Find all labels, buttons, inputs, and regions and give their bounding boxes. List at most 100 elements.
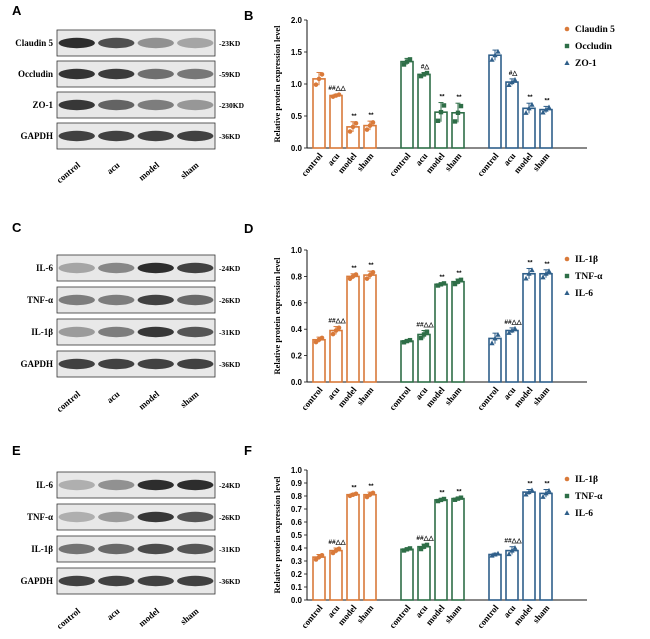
significance-label: **	[456, 94, 462, 101]
lane-label: sham	[178, 606, 201, 627]
bar	[522, 491, 536, 601]
series-group: control#△acu**model**sham	[475, 48, 553, 178]
legend-entry: TNF-α	[564, 492, 603, 502]
blot-band	[177, 262, 214, 274]
data-point	[455, 279, 461, 284]
data-point	[401, 340, 407, 345]
data-point	[564, 493, 570, 499]
data-point	[458, 277, 464, 283]
blot-row: TNF-α -26KD	[27, 503, 241, 531]
chart-panel-B: B 0.0 0.5 1.0 1.5 2.0 Relative protein express…	[244, 8, 615, 178]
x-tick-label: sham	[355, 384, 376, 407]
y-tick-label: 0.6	[291, 299, 303, 308]
panel-label: C	[12, 220, 22, 235]
y-axis-label: Relative protein expression level	[272, 257, 282, 375]
blot-band	[177, 130, 214, 142]
blot-row: IL-1β -31KD	[31, 318, 241, 346]
significance-label: ##△△	[416, 535, 434, 542]
data-point	[421, 72, 427, 77]
x-tick-label: control	[475, 384, 501, 412]
bar	[434, 283, 448, 383]
blot-band	[137, 37, 174, 49]
blot-panel-C: C IL-6 -24KD TNF-α -26KD IL-1β -31KD GAPDH -36KD…	[12, 220, 241, 414]
bar	[400, 548, 414, 601]
data-point	[495, 48, 501, 54]
blot-row: Claudin 5 -23KD	[15, 29, 241, 57]
data-point	[540, 274, 546, 280]
data-point	[364, 276, 370, 281]
blot-band	[58, 37, 95, 49]
data-point	[367, 123, 373, 128]
legend-entry: IL-6	[564, 289, 593, 299]
data-point	[319, 72, 325, 77]
data-point	[529, 101, 535, 107]
data-point	[512, 325, 518, 331]
data-point	[509, 79, 515, 85]
molecular-weight-label: -23KD	[219, 39, 241, 48]
y-tick-label: 0.6	[291, 518, 303, 527]
data-point	[543, 490, 549, 496]
data-point	[492, 335, 498, 341]
x-tick-label: control	[387, 384, 413, 412]
significance-label: ##△△	[328, 539, 346, 546]
data-point	[441, 281, 447, 286]
legend-label: ZO-1	[575, 59, 597, 69]
panel-label: A	[12, 3, 22, 18]
x-tick-label: model	[512, 602, 535, 627]
bar	[451, 497, 465, 601]
legend-label: Occludin	[575, 42, 613, 52]
lane-label: model	[137, 606, 162, 629]
data-point	[316, 76, 322, 82]
data-point	[564, 60, 570, 65]
data-point	[364, 127, 370, 132]
bar	[312, 78, 326, 149]
y-tick-label: 0.2	[291, 570, 303, 579]
blot-band	[137, 358, 174, 370]
blot-row-label: IL-6	[36, 480, 54, 490]
blot-row: IL-6 -24KD	[36, 254, 241, 282]
lane-label: acu	[105, 606, 122, 622]
data-point	[424, 329, 430, 334]
x-tick-label: control	[387, 602, 413, 630]
data-point	[523, 275, 529, 281]
data-point	[370, 270, 376, 275]
x-tick-label: model	[424, 384, 447, 409]
y-tick-label: 1.0	[291, 80, 303, 89]
data-point	[407, 337, 413, 343]
legend-entry: TNF-α	[564, 272, 603, 282]
bar	[522, 272, 536, 383]
panel-label: D	[244, 221, 253, 236]
blot-band	[137, 575, 174, 587]
blot-band	[177, 575, 214, 587]
y-tick-label: 1.0	[291, 246, 303, 255]
y-tick-label: 0.8	[291, 272, 303, 281]
blot-band	[177, 511, 214, 523]
bar	[434, 499, 448, 601]
blot-band	[177, 99, 214, 111]
data-point	[404, 547, 410, 552]
blot-band	[137, 68, 174, 80]
data-point	[421, 544, 427, 549]
bar	[363, 493, 377, 601]
data-point	[407, 546, 413, 551]
data-point	[458, 103, 464, 109]
data-point	[353, 491, 359, 497]
bar	[329, 329, 343, 383]
blot-band	[58, 326, 95, 338]
x-tick-label: control	[475, 602, 501, 630]
x-tick-label: control	[475, 150, 501, 178]
y-tick-label: 0.3	[291, 557, 303, 566]
bar	[346, 275, 360, 383]
data-point	[495, 331, 501, 337]
blot-band	[137, 479, 174, 491]
data-point	[506, 551, 512, 557]
legend-label: IL-6	[575, 289, 593, 299]
molecular-weight-label: -24KD	[219, 481, 241, 490]
data-point	[401, 62, 407, 67]
molecular-weight-label: -31KD	[219, 545, 241, 554]
blot-row-label: ZO-1	[32, 100, 53, 110]
significance-label: **	[368, 483, 374, 490]
x-tick-label: model	[424, 602, 447, 627]
blot-band	[98, 262, 135, 274]
molecular-weight-label: -26KD	[219, 513, 241, 522]
